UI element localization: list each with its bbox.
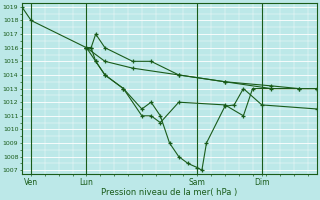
X-axis label: Pression niveau de la mer( hPa ): Pression niveau de la mer( hPa ): [101, 188, 238, 197]
